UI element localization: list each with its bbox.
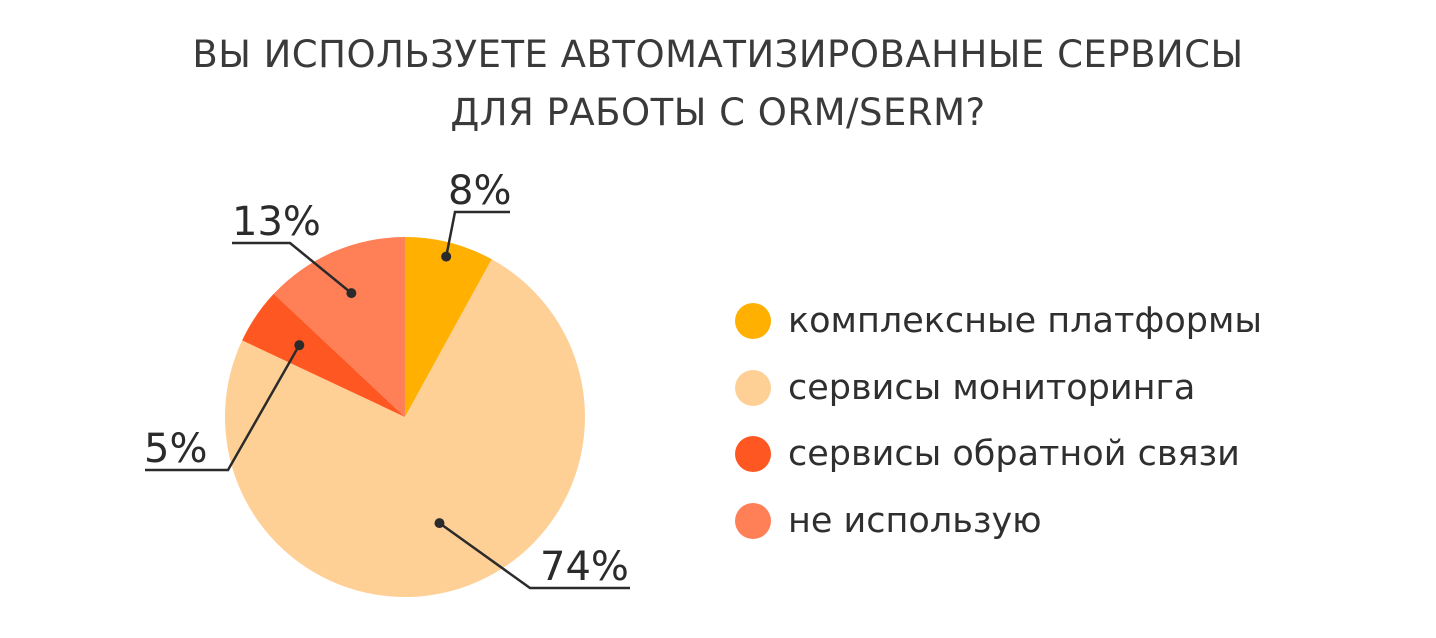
callout-line-feedback-services	[145, 344, 301, 472]
pie-slice-feedback-services	[242, 293, 405, 417]
legend-swatch	[735, 369, 771, 406]
legend-swatch	[735, 436, 771, 473]
chart-title-line-2: ДЛЯ РАБОТЫ С ORM/SERM?	[450, 91, 986, 134]
legend-item-feedback-services: сервисы обратной связи	[735, 421, 1262, 488]
legend-label: комплексные платформы	[788, 301, 1262, 342]
legend-swatch	[735, 502, 771, 539]
chart-legend: комплексные платформы сервисы мониторинг…	[735, 288, 1262, 554]
chart-title-line-1: ВЫ ИСПОЛЬЗУЕТЕ АВТОМАТИЗИРОВАННЫЕ СЕРВИС…	[192, 33, 1244, 76]
pct-label-feedback-services: 5%	[144, 426, 207, 472]
pie-callouts: 8% 74% 5% 13%	[144, 168, 630, 590]
legend-swatch	[735, 303, 771, 340]
pie-slice-not-using	[273, 237, 405, 417]
pct-label-monitoring-services: 74%	[540, 544, 629, 590]
pie-slice-monitoring-services	[225, 259, 586, 598]
legend-item-complex-platforms: комплексные платформы	[735, 288, 1262, 355]
callout-line-not-using	[232, 241, 353, 295]
pct-label-not-using: 13%	[232, 199, 321, 245]
callout-line-monitoring-services	[438, 522, 630, 590]
legend-label: сервисы обратной связи	[788, 434, 1240, 475]
pct-label-complex-platforms: 8%	[448, 168, 511, 214]
legend-item-monitoring-services: сервисы мониторинга	[735, 355, 1262, 422]
pie-slice-complex-platforms	[405, 237, 492, 417]
legend-item-not-using: не использую	[735, 488, 1262, 555]
legend-label: не использую	[788, 500, 1042, 541]
pie-slices	[225, 237, 586, 598]
callout-line-complex-platforms	[444, 210, 510, 257]
chart-title: ВЫ ИСПОЛЬЗУЕТЕ АВТОМАТИЗИРОВАННЫЕ СЕРВИС…	[0, 26, 1436, 142]
legend-label: сервисы мониторинга	[788, 367, 1196, 408]
